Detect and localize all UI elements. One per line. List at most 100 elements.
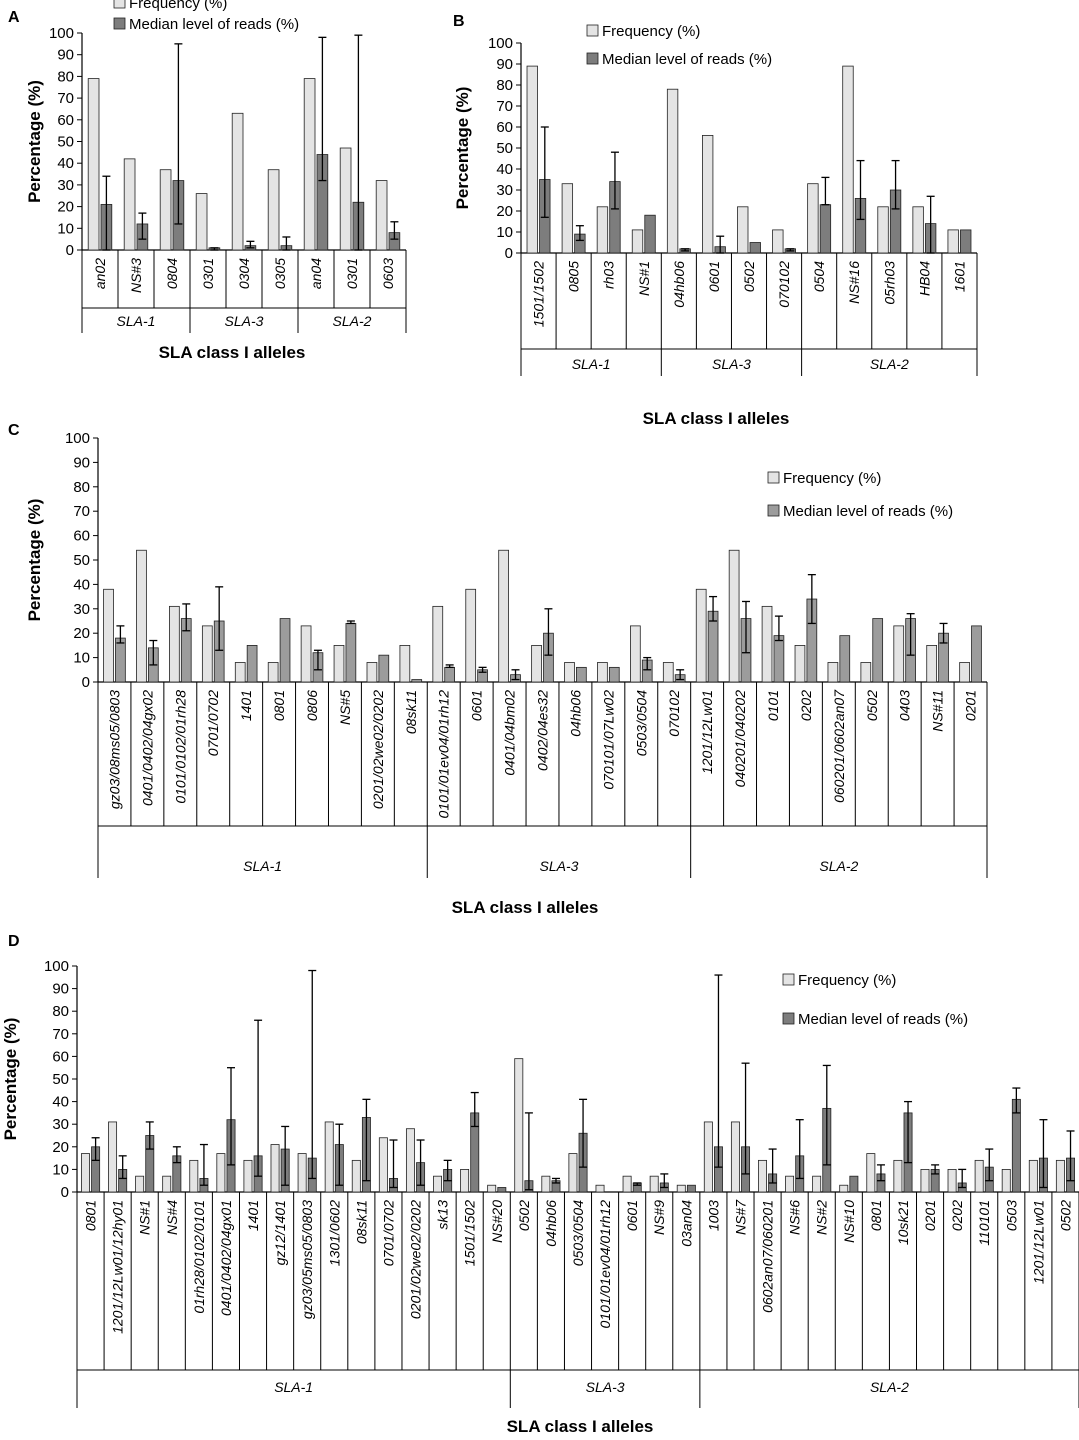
frequency-bar [920, 1169, 930, 1193]
category-label: 0801 [83, 1200, 99, 1231]
y-tick-label: 80 [496, 77, 513, 94]
y-tick-label: 100 [49, 25, 74, 42]
category-label: 060201/0602an07 [831, 689, 847, 803]
frequency-bar [947, 229, 959, 254]
frequency-bar [974, 1159, 984, 1193]
frequency-bar [378, 1137, 388, 1193]
frequency-bar [702, 134, 714, 254]
panel-letter: D [8, 933, 20, 950]
category-label: NS#1 [137, 1200, 153, 1235]
frequency-bar [243, 1159, 253, 1193]
category-label: 0503/0504 [570, 1200, 586, 1266]
frequency-bar [631, 229, 644, 254]
category-label: 0504 [811, 261, 827, 292]
category-label: 1301/0602 [326, 1200, 342, 1266]
category-label: 1401 [238, 690, 254, 721]
group-label: SLA-3 [225, 313, 264, 329]
group-label: SLA-1 [274, 1379, 313, 1395]
frequency-bar [794, 645, 806, 683]
legend-median-swatch [113, 17, 126, 30]
median-reads-bar [644, 214, 656, 254]
chart-panel-d: D 0 10 20 30 40 50 60 70 80 90 100 Percentage (%) SLA… [1, 933, 1079, 1436]
frequency-bar [1028, 1159, 1038, 1193]
category-label: 0401/0402/04gx02 [139, 690, 155, 806]
frequency-bar [842, 65, 854, 254]
frequency-bar [123, 158, 136, 251]
legend-median-label: Median level of reads (%) [783, 503, 953, 520]
frequency-bar [162, 1175, 172, 1193]
category-label: 0503/0504 [633, 690, 649, 756]
legend-frequency-swatch [113, 0, 126, 9]
y-tick-label: 90 [57, 47, 74, 64]
chart-panel-a: A 0 10 20 30 40 50 60 70 80 90 100 Percentage (%) SLA… [8, 0, 407, 362]
frequency-bar [514, 1058, 524, 1193]
median-reads-bar [839, 635, 851, 683]
legend-frequency-label: Frequency (%) [783, 470, 881, 487]
frequency-bar [737, 206, 749, 254]
category-label: 0402/04es32 [535, 690, 551, 771]
frequency-bar [465, 588, 477, 683]
frequency-bar [564, 662, 575, 683]
frequency-bar [201, 625, 213, 683]
frequency-bar [807, 183, 819, 254]
category-label: an02 [92, 258, 108, 289]
category-label: 070101/07Lw02 [600, 690, 616, 790]
y-tick-label: 90 [496, 56, 513, 73]
category-label: 0101/01ev04/01rh12 [436, 690, 452, 819]
y-axis-title: Percentage (%) [453, 87, 472, 210]
category-label: 04hb06 [671, 261, 687, 308]
y-axis-title: Percentage (%) [25, 499, 44, 622]
legend-median-label: Median level of reads (%) [602, 51, 772, 68]
category-label: 0202 [949, 1200, 965, 1231]
y-axis-title: Percentage (%) [25, 80, 44, 203]
category-label: 0401/04bm02 [502, 690, 518, 776]
median-reads-bar [345, 623, 357, 683]
x-axis-title: SLA class I alleles [643, 409, 790, 428]
category-label: gz03/08ms05/0803 [106, 690, 122, 809]
group-label: SLA-3 [586, 1379, 625, 1395]
legend-frequency-label: Frequency (%) [129, 0, 227, 12]
category-label: NS#20 [489, 1200, 505, 1243]
frequency-bar [730, 1121, 740, 1193]
category-label: 04hb06 [543, 1200, 559, 1247]
legend: Frequency (%) Median level of reads (%) [586, 23, 772, 68]
group-label: SLA-1 [572, 356, 611, 372]
y-tick-label: 60 [73, 528, 90, 545]
category-label: 1501/1502 [531, 261, 547, 327]
frequency-bar [541, 1175, 551, 1193]
y-tick-label: 0 [505, 245, 513, 262]
y-tick-label: 20 [496, 203, 513, 220]
legend-median-label: Median level of reads (%) [798, 1011, 968, 1028]
category-label: NS#9 [651, 1200, 667, 1235]
frequency-bar [270, 1144, 280, 1193]
category-label: gz03/05ms05/0803 [299, 1200, 315, 1319]
frequency-bar [622, 1175, 632, 1193]
frequency-bar [531, 645, 542, 683]
median-reads-bar [960, 229, 972, 254]
y-tick-label: 40 [57, 155, 74, 172]
panel-letter: C [8, 422, 20, 439]
median-reads-bar [971, 625, 982, 683]
category-label: 0805 [566, 261, 582, 292]
frequency-bar [189, 1159, 199, 1193]
median-reads-bar [378, 654, 390, 683]
category-label: HB04 [916, 261, 932, 296]
median-reads-bar [686, 1184, 696, 1193]
frequency-bar [630, 625, 641, 683]
y-tick-label: 20 [57, 199, 74, 216]
category-label: 110101 [976, 1200, 992, 1246]
y-tick-label: 0 [66, 242, 74, 259]
frequency-bar [595, 1184, 605, 1193]
frequency-bar [761, 605, 773, 683]
frequency-bar [785, 1175, 795, 1193]
y-tick-label: 90 [73, 454, 90, 471]
frequency-bar [159, 169, 172, 251]
category-label: an04 [308, 258, 324, 289]
category-label: 1501/1502 [462, 1200, 478, 1266]
median-reads-bar [411, 679, 423, 683]
y-tick-label: 0 [82, 674, 90, 691]
legend-median-swatch [767, 504, 780, 517]
legend: Frequency (%) Median level of reads (%) [113, 0, 299, 33]
y-tick-label: 50 [52, 1071, 69, 1088]
